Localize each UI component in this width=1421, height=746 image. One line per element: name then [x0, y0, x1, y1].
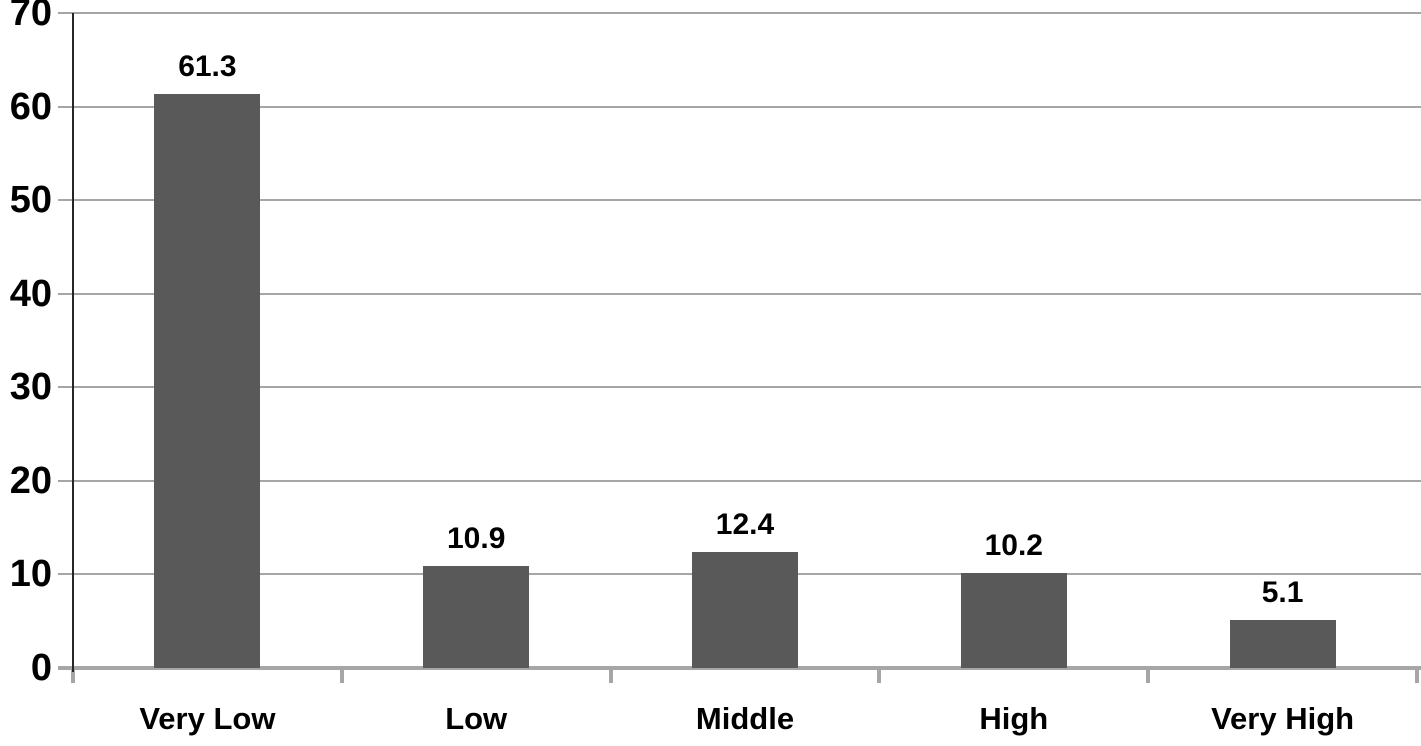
- y-axis-tick-label: 30: [9, 366, 52, 409]
- x-axis-tick: [339, 668, 344, 683]
- x-axis-line: [58, 666, 1421, 670]
- y-axis-tick: [58, 199, 73, 202]
- gridline: [73, 479, 1421, 482]
- x-axis-tick: [1415, 668, 1419, 683]
- y-axis-tick-label: 10: [9, 553, 52, 596]
- y-axis-tick: [58, 573, 73, 576]
- y-axis-tick: [58, 292, 73, 295]
- gridline: [73, 105, 1421, 108]
- bar: [960, 572, 1067, 668]
- x-axis-category-label: Very Low: [139, 701, 276, 736]
- y-axis-tick-label: 70: [9, 0, 52, 34]
- y-axis-tick: [58, 479, 73, 482]
- gridline: [73, 199, 1421, 202]
- bar-value-label: 10.9: [446, 522, 506, 555]
- y-axis-tick: [58, 12, 73, 14]
- bar: [154, 94, 261, 668]
- y-axis-tick-label: 50: [9, 179, 52, 222]
- bar-value-label: 10.2: [984, 528, 1043, 562]
- bar: [692, 551, 798, 668]
- x-axis-category-label: Middle: [695, 701, 795, 736]
- x-axis-category-label: High: [979, 701, 1049, 736]
- y-axis-tick-label: 40: [9, 272, 52, 315]
- bar-value-label: 61.3: [178, 50, 237, 84]
- bar: [1229, 620, 1336, 668]
- x-axis-tick: [71, 668, 75, 683]
- bar-value-label: 12.4: [715, 507, 775, 541]
- bar: [423, 566, 530, 668]
- gridline: [73, 292, 1421, 295]
- y-axis-line: [72, 13, 74, 672]
- y-axis-tick-label: 60: [9, 85, 52, 128]
- y-axis-tick: [58, 386, 73, 389]
- gridline: [73, 12, 1421, 14]
- x-axis-category-label: Very High: [1211, 701, 1355, 736]
- y-axis-tick-label: 0: [30, 647, 52, 689]
- gridline: [73, 386, 1421, 389]
- bar-value-label: 5.1: [1261, 576, 1304, 610]
- y-axis-tick: [58, 105, 73, 108]
- x-axis-category-label: Low: [445, 701, 508, 736]
- y-axis-tick-label: 20: [9, 459, 52, 502]
- x-axis-tick: [877, 668, 882, 683]
- x-axis-tick: [1146, 668, 1151, 683]
- x-axis-tick: [608, 668, 613, 683]
